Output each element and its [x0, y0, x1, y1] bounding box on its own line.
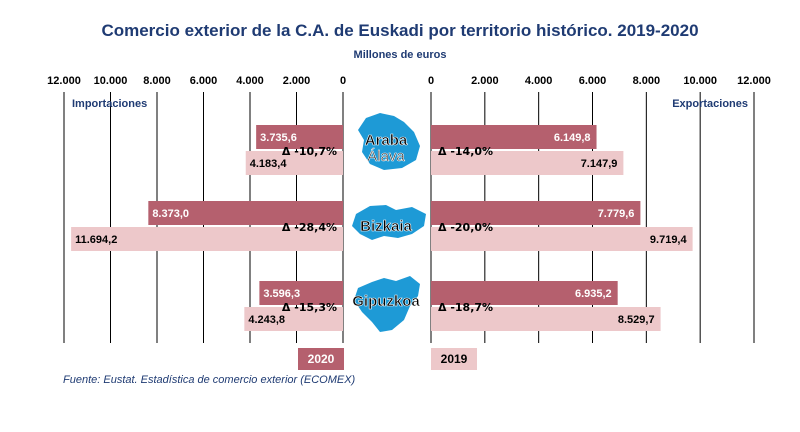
left-tick-label: 2.000 — [283, 75, 311, 87]
right-tick-label: 6.000 — [579, 75, 607, 87]
import-delta-label: Δ -28,4% — [282, 221, 337, 234]
export-2020-value-label: 6.935,2 — [575, 288, 612, 300]
import-bar-2019 — [245, 151, 343, 175]
left-tick-label: 6.000 — [190, 75, 218, 87]
exports-label: Exportaciones — [672, 98, 748, 110]
left-tick-label: 12.000 — [47, 75, 81, 87]
source-note: Fuente: Eustat. Estadística de comercio … — [63, 374, 356, 386]
legend-swatch-2019 — [431, 348, 477, 370]
legend-swatch-2020 — [298, 348, 344, 370]
export-2020-value-label: 7.779,6 — [598, 208, 635, 220]
right-tick-label: 10.000 — [683, 75, 717, 87]
right-tick-label: 0 — [428, 75, 434, 87]
territory-alt-name: Álava — [367, 148, 405, 165]
right-tick-label: 8.000 — [633, 75, 661, 87]
import-2020-value-label: 3.596,3 — [263, 288, 300, 300]
right-tick-label: 4.000 — [525, 75, 553, 87]
export-bar-2019 — [431, 227, 693, 251]
left-tick-label: 8.000 — [143, 75, 171, 87]
import-2019-value-label: 4.243,8 — [248, 314, 285, 326]
export-bar-2020 — [431, 281, 618, 305]
export-bar-2019 — [431, 307, 661, 331]
legend-label-2019: 2019 — [441, 352, 468, 366]
territory-name: Gipuzkoa — [352, 293, 420, 310]
import-bar-2020 — [256, 125, 343, 149]
export-delta-label: Δ -18,7% — [438, 301, 493, 314]
gipuzkoa-map-shape — [354, 276, 420, 332]
araba-map-shape — [358, 113, 420, 170]
left-tick-label: 0 — [340, 75, 346, 87]
export-2019-value-label: 7.147,9 — [581, 158, 618, 170]
import-2020-value-label: 8.373,0 — [152, 208, 189, 220]
export-delta-label: Δ -14,0% — [438, 145, 493, 158]
chart-title: Comercio exterior de la C.A. de Euskadi … — [101, 21, 698, 40]
export-2019-value-label: 8.529,7 — [618, 314, 655, 326]
territory-name: Bizkaia — [360, 218, 412, 235]
bizkaia-map-shape — [352, 205, 426, 240]
import-2019-value-label: 4.183,4 — [250, 158, 288, 170]
export-bar-2020 — [431, 201, 641, 225]
import-delta-label: Δ -10,7% — [282, 145, 337, 158]
legend-label-2020: 2020 — [308, 352, 335, 366]
import-2019-value-label: 11.694,2 — [75, 234, 117, 246]
export-delta-label: Δ -20,0% — [438, 221, 493, 234]
export-bar-2019 — [431, 151, 624, 175]
right-tick-label: 12.000 — [737, 75, 771, 87]
import-bar-2019 — [71, 227, 343, 251]
export-2019-value-label: 9.719,4 — [650, 234, 688, 246]
import-bar-2020 — [148, 201, 343, 225]
import-bar-2019 — [244, 307, 343, 331]
export-bar-2020 — [431, 125, 597, 149]
right-tick-label: 2.000 — [471, 75, 499, 87]
unit-label: Millones de euros — [354, 49, 447, 61]
left-tick-label: 4.000 — [236, 75, 264, 87]
export-2020-value-label: 6.149,8 — [554, 132, 591, 144]
import-delta-label: Δ -15,3% — [282, 301, 337, 314]
left-tick-label: 10.000 — [94, 75, 128, 87]
import-2020-value-label: 3.735,6 — [260, 132, 297, 144]
import-bar-2020 — [259, 281, 343, 305]
imports-label: Importaciones — [72, 98, 147, 110]
territory-name: Araba — [365, 132, 408, 149]
